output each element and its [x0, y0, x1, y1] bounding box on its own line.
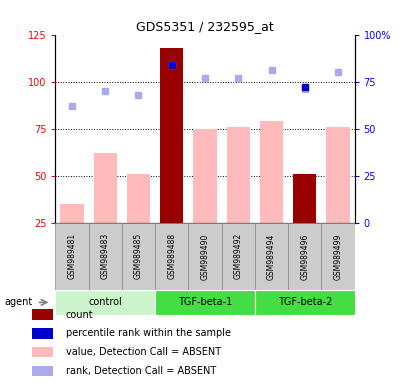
Bar	[60, 204, 83, 223]
Text: GSM989490: GSM989490	[200, 233, 209, 280]
Title: GDS5351 / 232595_at: GDS5351 / 232595_at	[136, 20, 273, 33]
Bar	[93, 153, 117, 223]
Bar	[288, 223, 321, 290]
Bar	[226, 127, 249, 223]
Bar	[32, 347, 52, 358]
Bar	[160, 114, 183, 223]
Bar	[32, 328, 52, 339]
Bar	[160, 48, 183, 223]
Text: GSM989481: GSM989481	[67, 233, 76, 280]
Text: TGF-beta-1: TGF-beta-1	[178, 297, 231, 308]
Text: percentile rank within the sample: percentile rank within the sample	[65, 328, 230, 338]
Text: GSM989492: GSM989492	[233, 233, 242, 280]
Bar	[254, 290, 354, 315]
Text: rank, Detection Call = ABSENT: rank, Detection Call = ABSENT	[65, 366, 216, 376]
Bar	[254, 223, 288, 290]
Text: control: control	[88, 297, 122, 308]
Text: GSM989485: GSM989485	[134, 233, 143, 280]
Bar	[188, 223, 221, 290]
Bar	[321, 223, 354, 290]
Text: value, Detection Call = ABSENT: value, Detection Call = ABSENT	[65, 347, 220, 357]
Text: agent: agent	[4, 297, 32, 308]
Text: GSM989496: GSM989496	[299, 233, 308, 280]
Bar	[193, 129, 216, 223]
Bar	[155, 290, 254, 315]
Bar	[292, 174, 316, 223]
Bar	[121, 223, 155, 290]
Text: GSM989483: GSM989483	[101, 233, 110, 280]
Text: GSM989488: GSM989488	[167, 233, 176, 280]
Bar	[126, 174, 150, 223]
Bar	[88, 223, 121, 290]
Bar	[326, 127, 349, 223]
Text: GSM989494: GSM989494	[266, 233, 275, 280]
Bar	[221, 223, 254, 290]
Bar	[55, 223, 88, 290]
Bar	[155, 223, 188, 290]
Text: count: count	[65, 310, 93, 319]
Bar	[55, 290, 155, 315]
Bar	[32, 366, 52, 376]
Text: TGF-beta-2: TGF-beta-2	[277, 297, 331, 308]
Text: GSM989499: GSM989499	[333, 233, 342, 280]
Bar	[32, 310, 52, 320]
Bar	[259, 121, 283, 223]
